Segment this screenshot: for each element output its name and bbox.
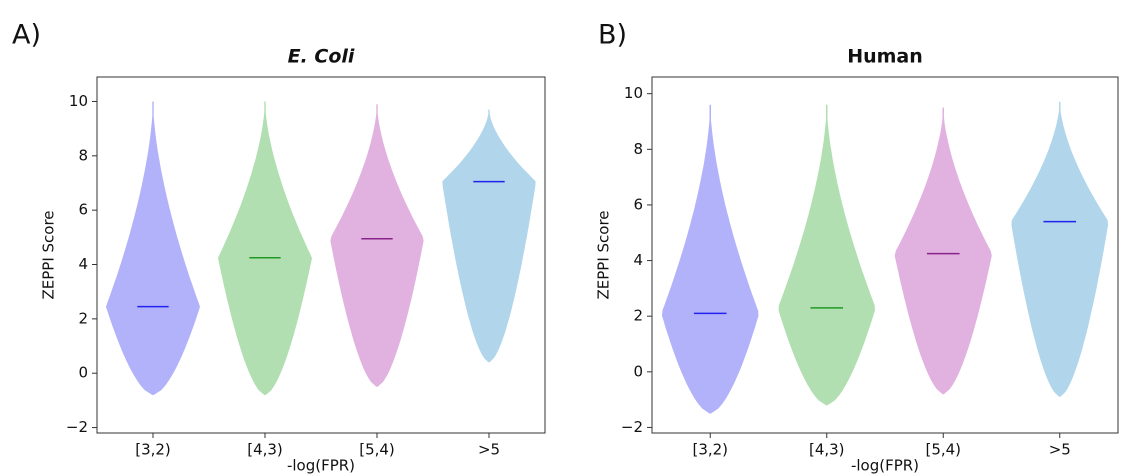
x-tick-label: [5,4) — [359, 441, 395, 459]
plot-frame — [651, 76, 1119, 434]
chart-title: Human — [847, 46, 923, 68]
y-tick-label: 4 — [78, 255, 88, 273]
y-tick-label: 10 — [69, 92, 88, 110]
x-tick-label: >5 — [1049, 441, 1071, 459]
y-tick-label: 2 — [78, 309, 88, 327]
y-tick-label: 8 — [78, 146, 88, 164]
chart-title: E. Coli — [288, 46, 355, 68]
y-tick-label: 8 — [633, 140, 643, 158]
panel-label: A) — [12, 20, 41, 51]
x-axis-label: -log(FPR) — [851, 457, 919, 475]
x-tick-label: [4,3) — [247, 441, 283, 459]
x-tick-label: >5 — [478, 441, 500, 459]
violin-body — [778, 104, 875, 406]
y-tick-label: 6 — [78, 201, 88, 219]
x-axis-label: -log(FPR) — [287, 457, 355, 475]
panel-label: B) — [598, 20, 627, 51]
y-axis-label: ZEPPI Score — [595, 210, 613, 299]
y-tick-label: 2 — [633, 307, 643, 325]
x-tick-label: [4,3) — [809, 441, 845, 459]
violin-body — [1011, 102, 1109, 397]
x-tick-label: [3,2) — [692, 441, 728, 459]
x-tick-label: [3,2) — [135, 441, 171, 459]
violin-body — [330, 104, 424, 387]
y-axis-label: ZEPPI Score — [40, 210, 58, 299]
plot-frame — [96, 76, 546, 434]
y-tick-label: 0 — [633, 362, 643, 380]
violin-body — [442, 109, 536, 363]
x-tick-label: [5,4) — [925, 441, 961, 459]
violin-body — [106, 101, 200, 395]
violin-body — [894, 107, 992, 395]
y-tick-label: −2 — [66, 418, 88, 436]
violin-body — [218, 101, 312, 395]
y-tick-label: 4 — [633, 251, 643, 269]
y-tick-label: 6 — [633, 195, 643, 213]
y-tick-label: −2 — [621, 418, 643, 436]
y-tick-label: 0 — [78, 364, 88, 382]
y-tick-label: 10 — [624, 84, 643, 102]
violin-body — [662, 104, 759, 414]
